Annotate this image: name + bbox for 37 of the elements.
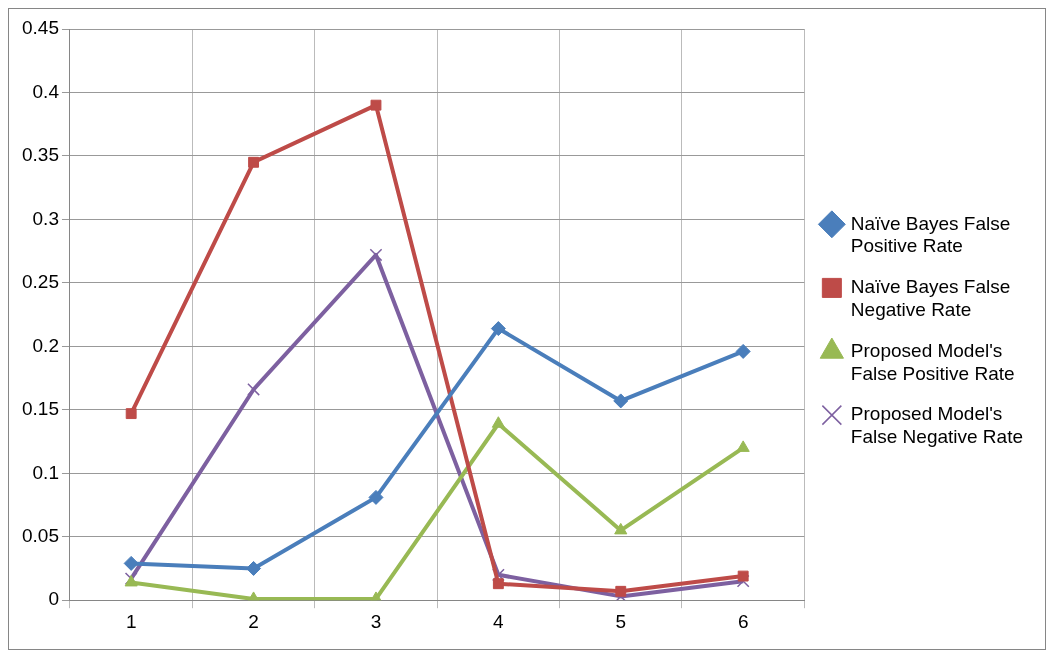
point	[736, 440, 750, 452]
point	[614, 522, 628, 535]
point	[125, 408, 137, 420]
point	[246, 560, 262, 576]
y-tick-label: 0.35	[22, 144, 59, 166]
y-tick-label: 0.2	[32, 334, 59, 356]
y-tick-label: 0.05	[22, 524, 59, 546]
legend-label: Naïve Bayes False Negative Rate	[850, 276, 1011, 320]
y-tick-label: 0.45	[22, 17, 59, 39]
point	[123, 555, 139, 571]
point	[247, 383, 260, 396]
x-tick-label: 5	[615, 610, 627, 632]
x-tick-label: 2	[248, 610, 259, 632]
y-tick-label: 0.15	[22, 398, 59, 420]
point	[248, 156, 260, 168]
y-tick-label: 0.1	[32, 461, 59, 483]
point	[613, 393, 629, 409]
legend-label: Proposed Model's False Negative Rate	[850, 403, 1024, 448]
x-tick-label: 4	[493, 610, 505, 632]
point	[491, 416, 505, 428]
x-tick-label: 1	[125, 610, 137, 632]
point	[615, 585, 627, 597]
y-tick-label: 0.4	[32, 80, 60, 102]
legend-label: Naïve Bayes False Positive Rate	[850, 212, 1011, 257]
point	[368, 489, 384, 505]
point	[370, 99, 382, 111]
point	[735, 343, 751, 359]
point	[492, 578, 504, 590]
y-tick-label: 0.25	[22, 271, 59, 293]
legend-label: Proposed Model's False Positive Rate	[850, 339, 1015, 384]
point	[737, 570, 749, 582]
y-tick-label: 0	[48, 588, 59, 610]
y-tick-label: 0.3	[32, 207, 59, 229]
x-tick-label: 3	[370, 610, 382, 632]
point	[490, 321, 506, 337]
x-tick-label: 6	[737, 610, 749, 632]
point	[369, 248, 383, 262]
